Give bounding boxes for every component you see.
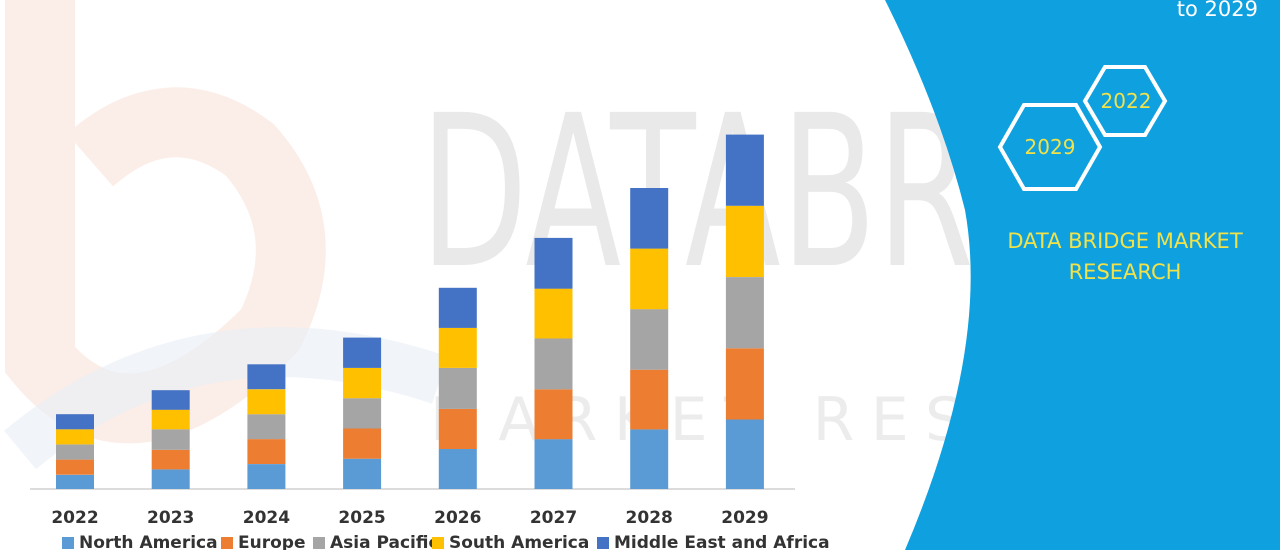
x-tick-label-2026: 2026 <box>434 508 481 528</box>
bar-segment-2025-s2 <box>343 398 382 429</box>
legend-swatch-1 <box>221 537 233 549</box>
bar-segment-2025-s3 <box>343 367 382 399</box>
bar-segment-2028-s3 <box>630 248 669 310</box>
header-corner-text: to 2029 <box>1176 0 1258 21</box>
bar-segment-2027-s3 <box>534 288 573 339</box>
bar-segment-2029-s1 <box>725 348 764 420</box>
x-tick-label-2024: 2024 <box>243 508 290 528</box>
bars-group <box>56 134 764 489</box>
bar-segment-2023-s0 <box>151 469 190 489</box>
bar-segment-2027-s1 <box>534 389 573 440</box>
legend: North America Europe Asia Pacific South Ame… <box>62 533 830 550</box>
bar-segment-2026-s3 <box>438 327 477 368</box>
bar-segment-2027-s2 <box>534 338 573 390</box>
x-tick-label-2028: 2028 <box>626 508 673 528</box>
bar-segment-2028-s4 <box>630 188 669 249</box>
bar-segment-2023-s1 <box>151 449 190 470</box>
bar-segment-2024-s0 <box>247 464 286 489</box>
legend-swatch-3 <box>432 537 444 549</box>
bar-segment-2024-s1 <box>247 439 286 464</box>
bar-segment-2029-s3 <box>725 205 764 277</box>
bar-segment-2029-s4 <box>725 134 764 206</box>
hexagon-2022: 2022 <box>1082 65 1168 137</box>
x-tick-label-2027: 2027 <box>530 508 577 528</box>
brand-name: DATA BRIDGE MARKET RESEARCH <box>1007 229 1243 284</box>
hex-label-2022: 2022 <box>1101 89 1152 113</box>
bar-segment-2026-s2 <box>438 367 477 409</box>
bar-segment-2022-s0 <box>56 474 94 489</box>
bar-segment-2025-s0 <box>343 458 382 489</box>
bar-segment-2023-s4 <box>151 390 190 410</box>
bar-segment-2026-s4 <box>438 287 477 328</box>
bar-segment-2023-s3 <box>151 409 190 430</box>
bar-segment-2026-s1 <box>438 408 477 449</box>
bar-segment-2029-s0 <box>725 419 764 489</box>
x-tick-label-2029: 2029 <box>721 508 768 528</box>
legend-label-2: Asia Pacific <box>330 533 439 550</box>
hex-label-2029: 2029 <box>1025 135 1076 159</box>
bar-segment-2024-s2 <box>247 414 286 440</box>
bar-segment-2022-s2 <box>56 444 94 460</box>
bar-segment-2027-s0 <box>534 439 573 489</box>
bar-segment-2022-s1 <box>56 459 94 475</box>
legend-label-1: Europe <box>238 533 305 550</box>
legend-swatch-2 <box>313 537 325 549</box>
bar-segment-2026-s0 <box>438 448 477 489</box>
bar-segment-2028-s2 <box>630 309 669 370</box>
bar-segment-2024-s4 <box>247 364 286 390</box>
bar-segment-2027-s4 <box>534 237 573 289</box>
bar-segment-2023-s2 <box>151 429 190 450</box>
legend-swatch-0 <box>62 537 74 549</box>
legend-label-0: North America <box>79 533 218 550</box>
x-tick-label-2025: 2025 <box>338 508 385 528</box>
bar-segment-2028-s0 <box>630 429 669 489</box>
legend-label-4: Middle East and Africa <box>614 533 830 550</box>
x-tick-label-2022: 2022 <box>51 508 98 528</box>
bar-segment-2028-s1 <box>630 369 669 430</box>
legend-label-3: South America <box>449 533 589 550</box>
x-tick-labels: 2022 2023 2024 2025 2026 2027 2028 2029 <box>51 508 768 528</box>
bar-segment-2029-s2 <box>725 277 764 349</box>
bar-segment-2022-s3 <box>56 429 94 445</box>
legend-swatch-4 <box>597 537 609 549</box>
bar-segment-2024-s3 <box>247 389 286 415</box>
x-tick-label-2023: 2023 <box>147 508 194 528</box>
hexagon-2029: 2029 <box>997 103 1103 191</box>
bar-segment-2022-s4 <box>56 414 94 430</box>
bar-segment-2025-s1 <box>343 428 382 459</box>
bar-segment-2025-s4 <box>343 337 382 368</box>
